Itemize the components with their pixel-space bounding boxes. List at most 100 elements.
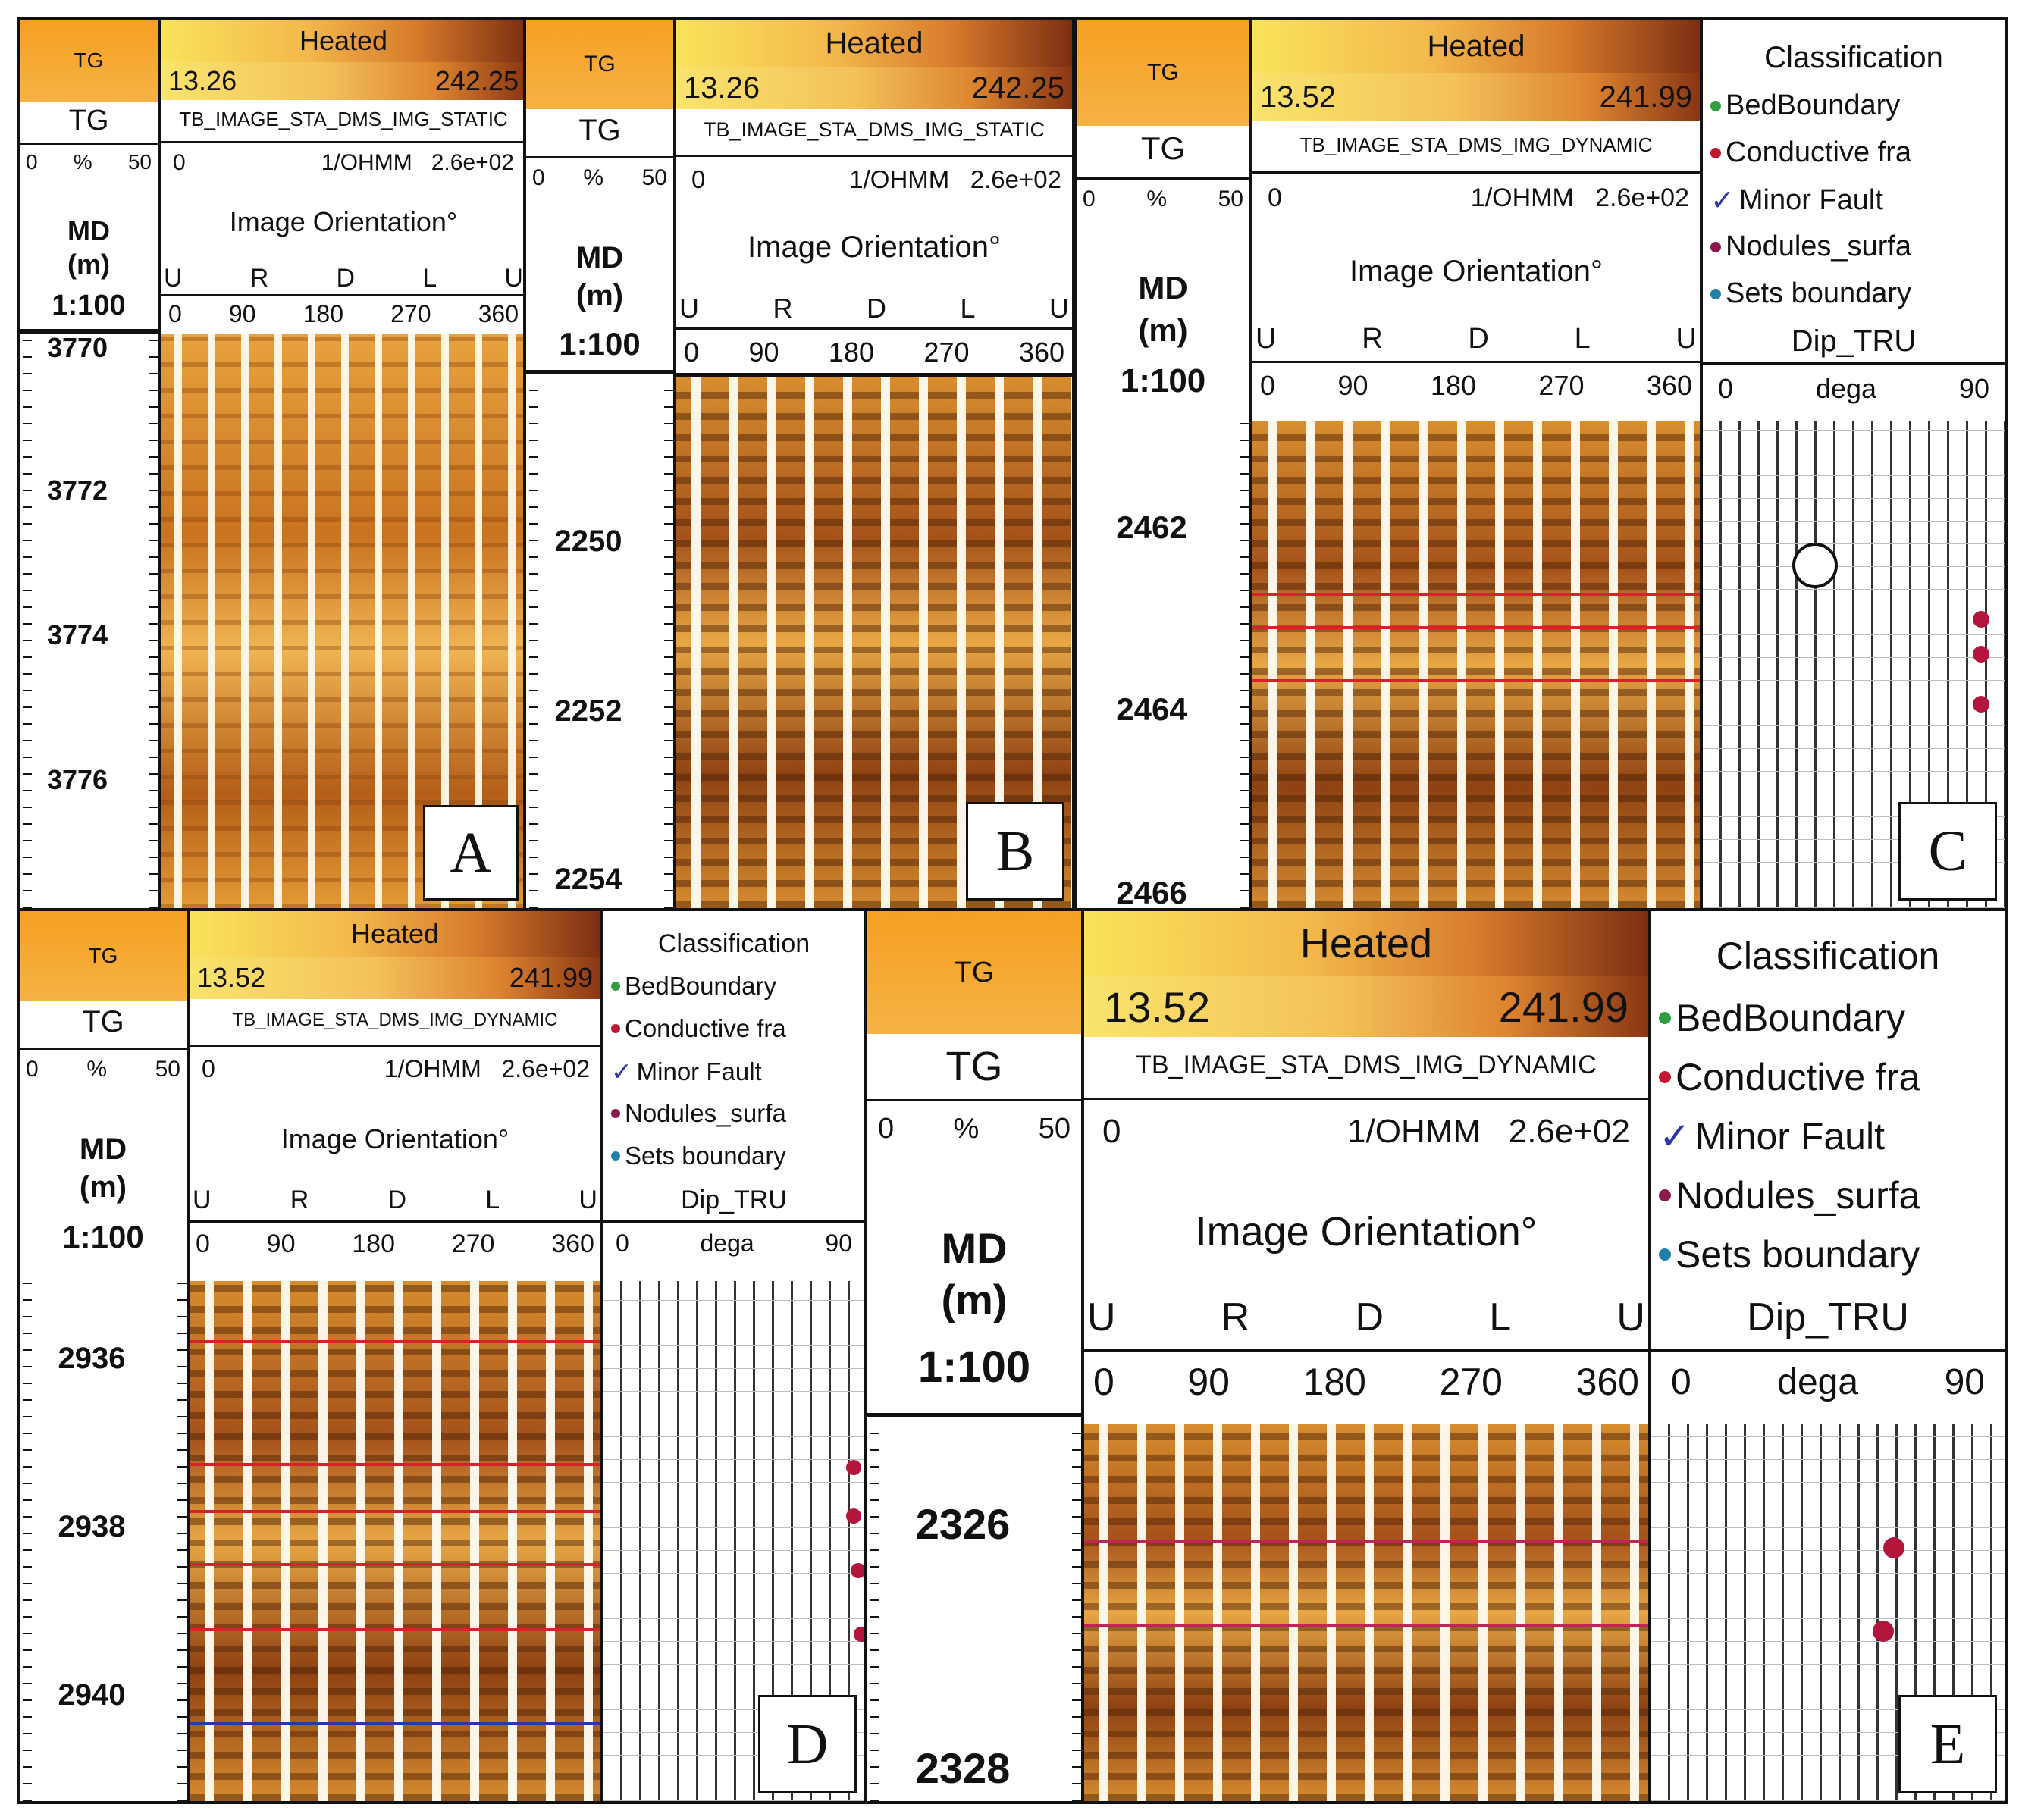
orient-degree: 180 [1430,370,1476,401]
dip-max: 90 [1958,373,1989,404]
legend-label: Minor Fault [1738,184,1883,216]
bed-boundary-line [1252,593,1700,596]
heated-label: Heated [1427,29,1525,63]
legend-item: ✓ Minor Fault [1710,183,1883,218]
tg-track-name: TG [82,1005,124,1038]
orient-letter: D [1468,323,1489,355]
legend-marker-icon [1710,147,1721,158]
orient-degree: 180 [828,337,874,368]
legend-marker-icon [611,1024,620,1033]
classification-column: Classification BedBoundary Conductive fr… [1703,20,2005,908]
heated-header: Heated [676,20,1072,67]
gr-max: 50 [1038,1113,1071,1145]
gr-max: 50 [127,150,152,174]
md-scale: 1:100 [52,290,126,321]
orient-degree: 90 [266,1230,296,1258]
legend-marker-icon [611,1109,620,1118]
legend-label: Conductive fra [1726,136,1912,168]
md-label: MD [575,241,624,274]
orient-degree: 0 [168,300,182,327]
heated-scale: 13.52 241.99 [1252,73,1700,121]
depth-label: 2250 [554,525,622,558]
legend-item: ✓ Minor Fault [1659,1114,1885,1158]
scale-min: 13.26 [684,70,760,105]
heated-column: Heated 13.52 241.99 TB_IMAGE_STA_DMS_IMG… [190,911,603,1801]
classification-label: Classification [657,929,810,958]
bed-boundary-line [1252,626,1700,629]
orientation-letters: U R D L U [1256,323,1697,356]
orient-degree: 180 [1303,1361,1366,1403]
orient-degree: 180 [303,300,343,327]
res-unit: 1/OHMM [1470,183,1574,212]
legend-item: ✓ Minor Fault [611,1057,762,1086]
md-label: MD [67,215,110,246]
image-orientation-label: Image Orientation° [1195,1209,1538,1255]
dip-tadpole [1973,646,1989,663]
image-orientation-label: Image Orientation° [748,230,1001,264]
orient-letter: L [422,264,437,293]
panel-b: TG TG 0 % 50 MD (m) 1:100 2250 2252 2254… [523,17,1075,911]
legend-item: Nodules_surfa [1710,230,1911,263]
orient-degree: 360 [1646,370,1692,401]
dip-min: 0 [1718,373,1734,404]
orient-letter: U [679,293,699,324]
md-scale: 1:100 [559,326,641,362]
image-name: TB_IMAGE_STA_DMS_IMG_DYNAMIC [232,1010,558,1030]
tg-header-label: TG [74,49,104,72]
scale-max: 242.25 [434,65,519,96]
orient-letter: R [773,293,793,324]
dip-scale: 0 dega 90 [1718,373,1989,405]
res-unit: 1/OHMM [1347,1113,1481,1150]
depth-label: 2462 [1116,509,1187,545]
scale-min: 13.26 [168,65,237,96]
gr-max: 50 [155,1057,180,1082]
md-unit: (m) [67,249,110,280]
orient-degree: 90 [1337,370,1368,401]
gr-max: 50 [641,165,667,190]
legend-marker-icon [1659,1071,1671,1083]
legend-label: Minor Fault [636,1057,762,1085]
orient-letter: R [1221,1295,1250,1339]
res-scale: 0 1/OHMM 2.6e+02 [691,165,1061,194]
orient-degree: 360 [478,300,519,327]
orientation-degrees: 0 90 180 270 360 [1260,370,1692,402]
depth-label: 2328 [915,1744,1011,1792]
legend-marker-icon [1710,241,1721,252]
orient-degree: 0 [1260,370,1276,401]
res-max: 2.6e+02 [431,150,514,175]
orient-degree: 270 [1439,1361,1503,1403]
gr-unit: % [73,150,92,174]
md-label: MD [1138,270,1188,305]
panel-letter: B [966,802,1064,901]
res-unit: 1/OHMM [321,150,412,175]
res-min: 0 [173,150,186,175]
dip-scale: 0 dega 90 [616,1230,852,1258]
panel-d: TG TG 0 % 50 MD (m) 1:100 2936 2938 2940… [17,908,867,1804]
md-unit: (m) [941,1276,1008,1323]
heated-header: Heated [1252,20,1700,73]
depth-track: 2250 2252 2254 [526,376,673,908]
bed-boundary-line [190,1510,600,1513]
orient-letter: U [578,1186,597,1214]
legend-label: Conductive fra [1676,1056,1920,1098]
res-unit: 1/OHMM [849,165,950,193]
legend-marker-icon [1659,1189,1671,1201]
legend-marker-icon [1659,1248,1671,1261]
depth-label: 3770 [46,332,108,363]
res-max: 2.6e+02 [1595,183,1689,212]
image-name: TB_IMAGE_STA_DMS_IMG_DYNAMIC [1299,133,1653,156]
dip-label: Dip_TRU [1747,1295,1909,1339]
legend-label: Nodules_surfa [1676,1174,1920,1217]
panel-c: TG TG 0 % 50 MD (m) 1:100 2462 2464 2466… [1074,17,2008,911]
dip-tadpole [1973,611,1989,628]
legend-item: Sets boundary [1710,277,1911,310]
dip-min: 0 [1671,1362,1691,1402]
tg-column: TG TG 0 % 50 MD (m) 1:100 2462 2464 2466 [1077,20,1252,908]
md-scale: 1:100 [62,1219,144,1255]
md-scale: 1:100 [1120,362,1206,399]
orient-degree: 0 [196,1230,210,1258]
heated-label: Heated [350,918,440,949]
classification-column: Classification BedBoundary Conductive fr… [1651,911,2005,1801]
depth-label: 2252 [554,694,622,728]
orient-letter: D [1355,1295,1384,1339]
